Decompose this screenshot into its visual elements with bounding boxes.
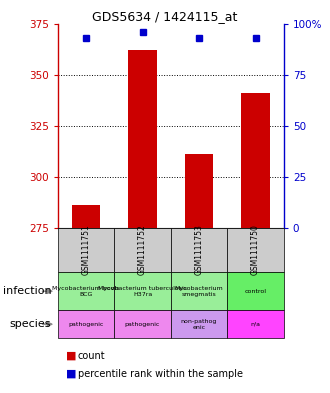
Text: count: count: [78, 351, 105, 361]
Text: percentile rank within the sample: percentile rank within the sample: [78, 369, 243, 379]
Bar: [185, 154, 213, 228]
Text: GSM1111750: GSM1111750: [251, 224, 260, 275]
Text: species: species: [10, 319, 51, 329]
Text: pathogenic: pathogenic: [125, 322, 160, 327]
Text: Mycobacterium
smegmatis: Mycobacterium smegmatis: [175, 286, 223, 297]
Text: Mycobacterium tuberculosis
H37ra: Mycobacterium tuberculosis H37ra: [98, 286, 187, 297]
Bar: [128, 50, 157, 228]
Text: ■: ■: [66, 351, 77, 361]
Text: pathogenic: pathogenic: [68, 322, 104, 327]
Bar: [72, 206, 100, 228]
Text: infection: infection: [3, 286, 51, 296]
Text: GDS5634 / 1424115_at: GDS5634 / 1424115_at: [92, 10, 238, 23]
Bar: [242, 93, 270, 228]
Text: GSM1111752: GSM1111752: [138, 224, 147, 275]
Text: non-pathog
enic: non-pathog enic: [181, 319, 217, 330]
Text: ■: ■: [66, 369, 77, 379]
Text: n/a: n/a: [250, 322, 261, 327]
Text: control: control: [245, 289, 267, 294]
Text: Mycobacterium bovis
BCG: Mycobacterium bovis BCG: [52, 286, 120, 297]
Text: GSM1111753: GSM1111753: [194, 224, 204, 275]
Text: GSM1111751: GSM1111751: [82, 224, 90, 275]
